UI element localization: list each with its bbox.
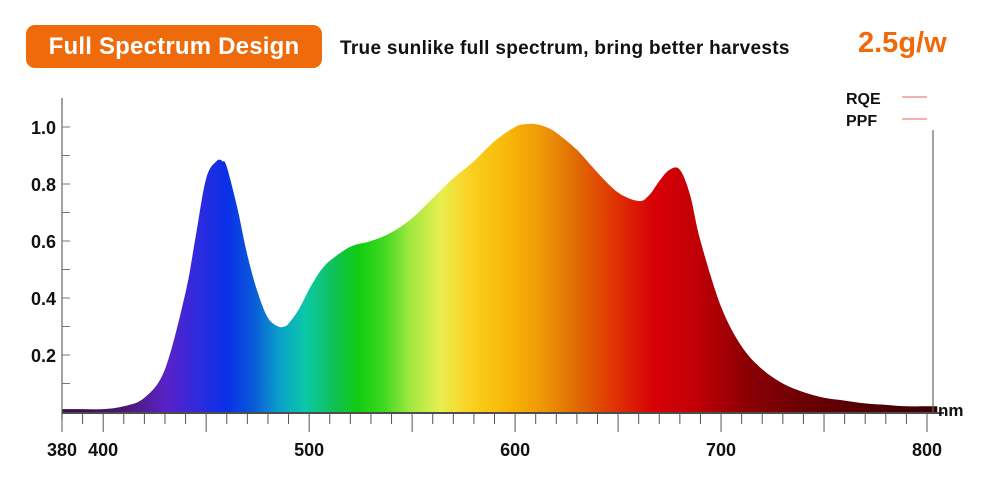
x-tick-label: 400: [88, 440, 118, 460]
legend-label-ppf: PPF: [846, 113, 877, 130]
y-tick-label: 1.0: [31, 118, 56, 138]
x-tick-label: 700: [706, 440, 736, 460]
y-axis-labels: 1.0 0.8 0.6 0.4 0.2: [31, 118, 56, 366]
y-axis-ticks: [62, 126, 70, 384]
legend-label-rqe: RQE: [846, 91, 881, 108]
x-axis-unit: nm: [938, 401, 964, 420]
y-tick-label: 0.2: [31, 346, 56, 366]
x-tick-label: 600: [500, 440, 530, 460]
x-axis-labels: 380 400 500 600 700 800: [47, 440, 942, 460]
legend: RQE PPF: [846, 91, 927, 130]
y-tick-label: 0.4: [31, 289, 56, 309]
x-tick-label: 500: [294, 440, 324, 460]
x-axis-ticks: [61, 413, 928, 432]
x-tick-label: 800: [912, 440, 942, 460]
y-tick-label: 0.8: [31, 175, 56, 195]
header-stat: 2.5g/w: [858, 27, 947, 59]
x-tick-label: 380: [47, 440, 77, 460]
header-badge: Full Spectrum Design: [26, 25, 322, 68]
header-tagline: True sunlike full spectrum, bring better…: [340, 38, 790, 59]
spectrum-area: [62, 123, 938, 413]
y-tick-label: 0.6: [31, 232, 56, 252]
